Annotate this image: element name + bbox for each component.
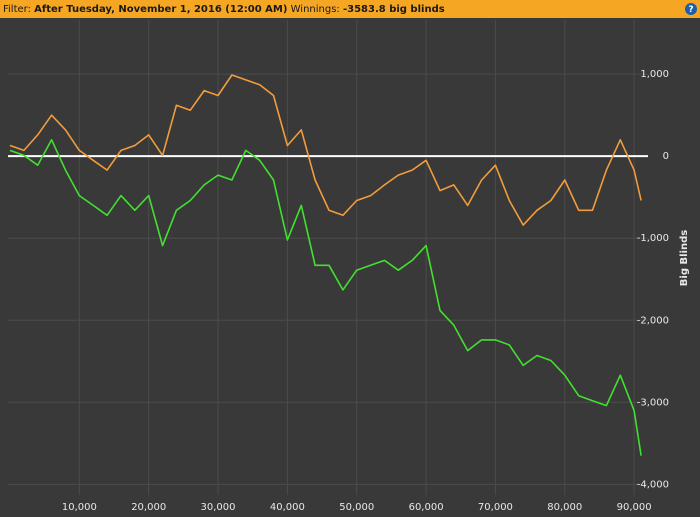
x-tick-label: 60,000 [409,502,444,513]
y-tick-label: 1,000 [640,69,669,80]
help-button[interactable] [685,3,697,15]
y-tick-label: 0 [663,151,669,162]
filter-text: Filter: After Tuesday, November 1, 2016 … [3,4,445,15]
y-tick-label: -4,000 [637,479,669,490]
filter-bar [0,0,700,18]
x-tick-label: 80,000 [547,502,582,513]
filter-value: After Tuesday, November 1, 2016 (12:00 A… [34,4,287,15]
x-tick-label: 30,000 [201,502,236,513]
series-line [9,139,642,456]
winnings-value: -3583.8 big blinds [343,4,445,15]
x-tick-label: 50,000 [339,502,374,513]
x-tick-label: 40,000 [270,502,305,513]
x-tick-label: 20,000 [131,502,166,513]
y-axis-title: Big Blinds [679,230,690,286]
x-tick-label: 70,000 [478,502,513,513]
x-tick-label: 90,000 [617,502,652,513]
winnings-label: Winnings: [291,4,340,15]
help-icon[interactable]: ? [688,5,693,15]
filter-label: Filter: [3,4,31,15]
series-line [9,74,642,226]
y-tick-label: -3,000 [637,397,669,408]
y-tick-label: -1,000 [637,233,669,244]
x-tick-label: 10,000 [62,502,97,513]
y-tick-label: -2,000 [637,315,669,326]
